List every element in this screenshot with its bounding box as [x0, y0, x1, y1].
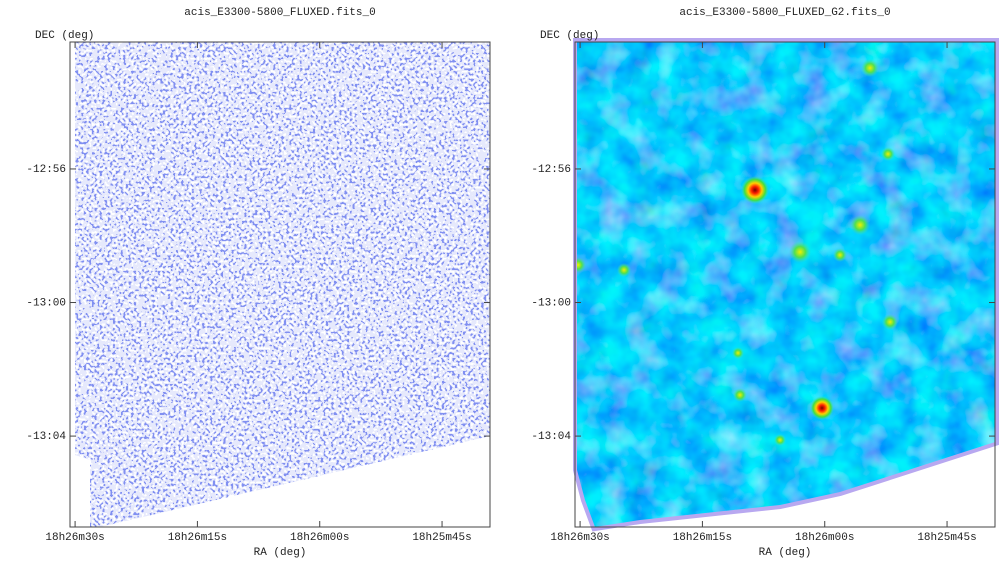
x-tick-label: 18h25m45s: [412, 532, 471, 544]
y-tick-label: -13:04: [26, 431, 66, 443]
plot-frame: [574, 41, 996, 528]
x-tick-label: 18h26m15s: [673, 532, 732, 544]
y-axis-label: DEC (deg): [540, 30, 599, 42]
x-axis-label: RA (deg): [759, 547, 812, 559]
panel-title: acis_E3300-5800_FLUXED_G2.fits_0: [679, 7, 890, 19]
image-left: [75, 42, 490, 527]
x-tick-label: 18h26m00s: [290, 532, 349, 544]
y-tick-label: -13:00: [531, 297, 571, 309]
x-tick-label: 18h25m45s: [917, 532, 976, 544]
x-tick-label: 18h26m15s: [168, 532, 227, 544]
plot-frame: [69, 41, 491, 528]
x-tick-label: 18h26m30s: [45, 532, 104, 544]
x-axis-label: RA (deg): [254, 547, 307, 559]
image-right: [573, 38, 999, 532]
y-tick-label: -12:56: [531, 164, 571, 176]
x-tick-label: 18h26m30s: [550, 532, 609, 544]
x-tick-label: 18h26m00s: [795, 532, 854, 544]
panel-title: acis_E3300-5800_FLUXED.fits_0: [184, 7, 375, 19]
y-axis-label: DEC (deg): [35, 30, 94, 42]
y-tick-label: -13:00: [26, 297, 66, 309]
y-tick-label: -13:04: [531, 431, 571, 443]
y-tick-label: -12:56: [26, 164, 66, 176]
